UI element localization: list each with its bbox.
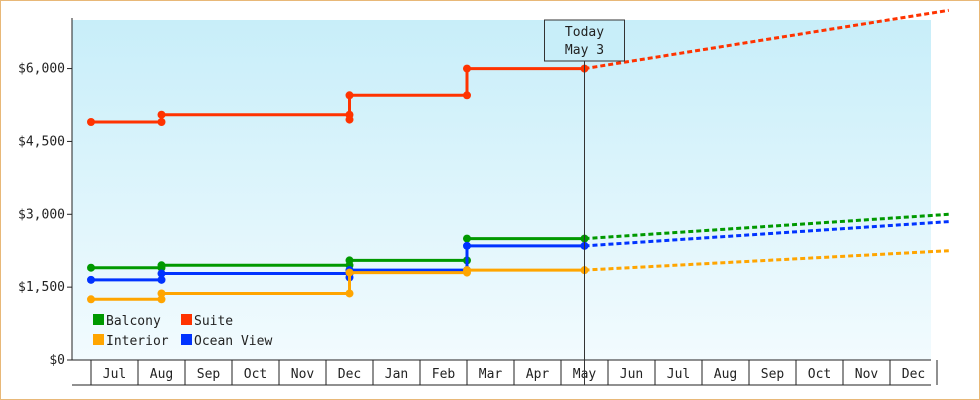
legend-swatch-balcony	[93, 314, 104, 325]
data-point-interior	[87, 295, 95, 304]
data-point-ocean-view	[463, 241, 471, 250]
y-tick-label: $3,000	[18, 207, 65, 222]
data-point-ocean-view	[87, 275, 95, 284]
y-tick-label: $1,500	[18, 280, 65, 295]
series-projection-ocean-view	[584, 220, 949, 248]
series-projection-balcony	[584, 212, 949, 241]
x-tick-label: Sep	[197, 367, 221, 382]
data-point-suite	[345, 91, 354, 100]
legend-label-suite: Suite	[194, 314, 233, 329]
x-tick-label: Aug	[150, 367, 173, 382]
data-point-balcony	[463, 234, 471, 243]
series-projection-interior	[584, 249, 949, 272]
legend-swatch-ocean-view	[181, 334, 192, 345]
x-tick-label: Jun	[620, 367, 643, 382]
plot-area	[72, 20, 931, 360]
legend-label-interior: Interior	[106, 334, 169, 349]
y-tick-label: $4,500	[18, 134, 65, 149]
series-projection-suite	[584, 8, 950, 71]
x-tick-label: Aug	[714, 367, 737, 382]
y-tick-label: $0	[49, 353, 65, 368]
x-tick-label: Jan	[385, 367, 408, 382]
data-point-suite	[345, 115, 354, 124]
x-tick-label: Sep	[761, 367, 785, 382]
data-point-interior	[157, 289, 166, 298]
today-label-line1: Today	[565, 25, 604, 40]
today-label-box	[544, 19, 625, 62]
x-tick-label: Apr	[526, 367, 550, 382]
data-point-suite	[157, 110, 166, 119]
data-point-ocean-view	[157, 275, 166, 284]
x-tick-label: Oct	[244, 367, 267, 382]
x-tick-label: Jul	[103, 367, 126, 382]
x-tick-label: Nov	[855, 367, 879, 382]
x-tick-label: Feb	[432, 367, 456, 382]
data-point-balcony	[345, 256, 354, 265]
x-axis-band	[72, 361, 931, 385]
legend-swatch-interior	[93, 334, 104, 345]
x-tick-label: Dec	[338, 367, 361, 382]
data-point-balcony	[87, 263, 95, 272]
x-tick-label: Oct	[808, 367, 831, 382]
data-point-interior	[463, 266, 471, 275]
data-point-interior	[345, 289, 354, 298]
legend-label-ocean-view: Ocean View	[194, 334, 272, 349]
data-point-ocean-view	[157, 269, 166, 278]
x-tick-label: Dec	[902, 367, 925, 382]
today-label-line2: May 3	[565, 43, 604, 58]
data-point-suite	[87, 118, 95, 126]
data-point-suite	[463, 64, 471, 73]
x-tick-label: Jul	[667, 367, 690, 382]
legend-label-balcony: Balcony	[106, 314, 161, 329]
data-point-suite	[463, 91, 471, 100]
data-point-interior	[157, 295, 166, 304]
data-point-interior	[345, 268, 354, 277]
legend-swatch-suite	[181, 314, 192, 325]
y-tick-label: $6,000	[18, 62, 65, 77]
x-tick-label: Mar	[479, 367, 503, 382]
x-tick-label: Nov	[291, 367, 315, 382]
data-point-balcony	[157, 261, 166, 270]
data-point-suite	[157, 118, 166, 126]
